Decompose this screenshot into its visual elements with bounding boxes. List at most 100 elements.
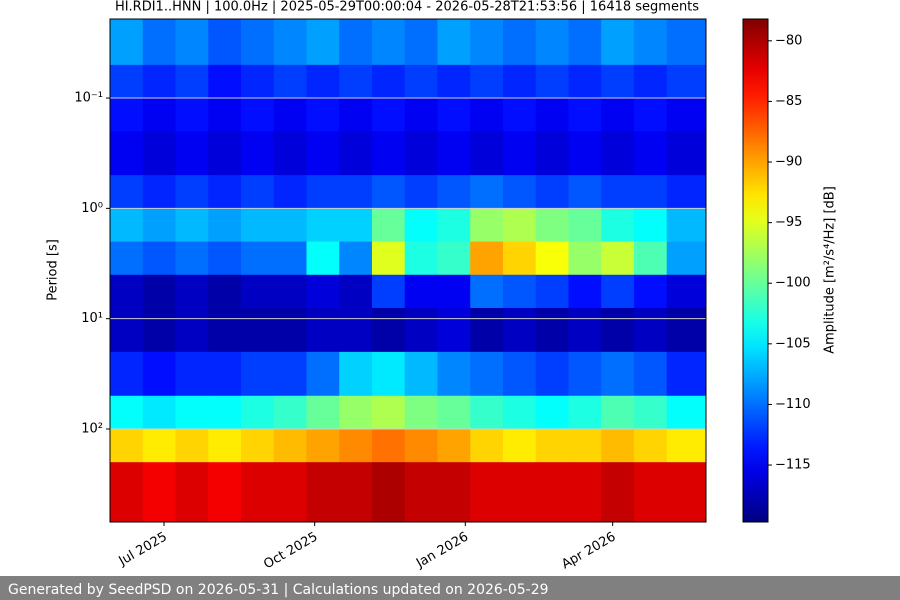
cell <box>208 395 242 430</box>
cell <box>404 64 438 99</box>
cell <box>208 351 242 397</box>
cell <box>175 98 209 132</box>
cell <box>371 462 406 523</box>
cell <box>535 395 569 430</box>
cell <box>240 307 275 353</box>
cell <box>339 131 373 176</box>
cell <box>568 428 602 463</box>
cell <box>175 395 209 430</box>
cell <box>666 351 707 397</box>
cell <box>404 351 438 397</box>
cell <box>240 395 275 430</box>
chart-title: HI.RDI1..HNN | 100.0Hz | 2025-05-29T00:0… <box>115 0 699 15</box>
cell <box>240 19 275 66</box>
colorbar-tick-label: −115 <box>775 458 811 473</box>
cell <box>273 175 307 209</box>
cell <box>437 428 471 463</box>
cell <box>110 395 144 430</box>
cell <box>470 98 504 132</box>
cell <box>240 64 275 99</box>
cell <box>339 241 373 276</box>
cell <box>633 98 668 132</box>
cell <box>404 395 438 430</box>
cell <box>502 175 537 209</box>
cell <box>175 462 209 523</box>
cell <box>568 19 602 66</box>
cell <box>208 64 242 99</box>
cell <box>601 428 635 463</box>
cell <box>535 307 569 353</box>
cell <box>142 307 176 353</box>
colorbar-tick-label: −90 <box>775 155 802 170</box>
cell <box>240 131 275 176</box>
cell <box>240 428 275 463</box>
cell <box>110 428 144 463</box>
cell <box>437 64 471 99</box>
y-axis-label: Period [s] <box>46 239 61 301</box>
x-tick-label: Apr 2026 <box>559 530 618 573</box>
cell <box>404 19 438 66</box>
cell <box>339 64 373 99</box>
cell <box>601 98 635 132</box>
cell <box>470 19 504 66</box>
cell <box>339 98 373 132</box>
cell <box>306 19 340 66</box>
cell <box>240 351 275 397</box>
cell <box>306 351 340 397</box>
cell <box>404 175 438 209</box>
cell <box>568 208 602 243</box>
cell <box>306 428 340 463</box>
cell <box>110 19 144 66</box>
cell <box>240 98 275 132</box>
cell <box>470 428 504 463</box>
x-tick-label: Oct 2025 <box>261 530 320 573</box>
cell <box>535 241 569 276</box>
cell <box>666 462 707 523</box>
cell <box>110 274 144 309</box>
cell <box>601 307 635 353</box>
cell <box>502 19 537 66</box>
cell <box>568 241 602 276</box>
cell <box>273 428 307 463</box>
cell <box>535 274 569 309</box>
cell <box>437 307 471 353</box>
cell <box>568 64 602 99</box>
cell <box>142 241 176 276</box>
cell <box>240 462 275 523</box>
y-tick-label: 10⁻¹ <box>74 91 103 106</box>
cell <box>175 208 209 243</box>
cell <box>110 98 144 132</box>
cell <box>601 462 635 523</box>
cell <box>666 274 707 309</box>
cell <box>306 64 340 99</box>
cell <box>666 307 707 353</box>
cell <box>437 208 471 243</box>
cell <box>306 208 340 243</box>
cell <box>601 208 635 243</box>
cell <box>601 351 635 397</box>
cell <box>339 462 373 523</box>
cell <box>208 208 242 243</box>
x-tick-label: Jul 2025 <box>116 530 170 570</box>
cell <box>339 208 373 243</box>
cell <box>142 19 176 66</box>
cell <box>371 131 406 176</box>
cell <box>208 307 242 353</box>
cell <box>273 98 307 132</box>
cell <box>142 395 176 430</box>
cell <box>633 19 668 66</box>
cell <box>633 175 668 209</box>
cell <box>502 64 537 99</box>
cell <box>404 131 438 176</box>
cell <box>568 351 602 397</box>
cell <box>339 307 373 353</box>
cell <box>273 19 307 66</box>
cell <box>371 208 406 243</box>
cell <box>208 274 242 309</box>
cell <box>142 208 176 243</box>
cell <box>273 351 307 397</box>
cell <box>175 307 209 353</box>
cell <box>601 274 635 309</box>
cell <box>175 64 209 99</box>
cell <box>502 307 537 353</box>
